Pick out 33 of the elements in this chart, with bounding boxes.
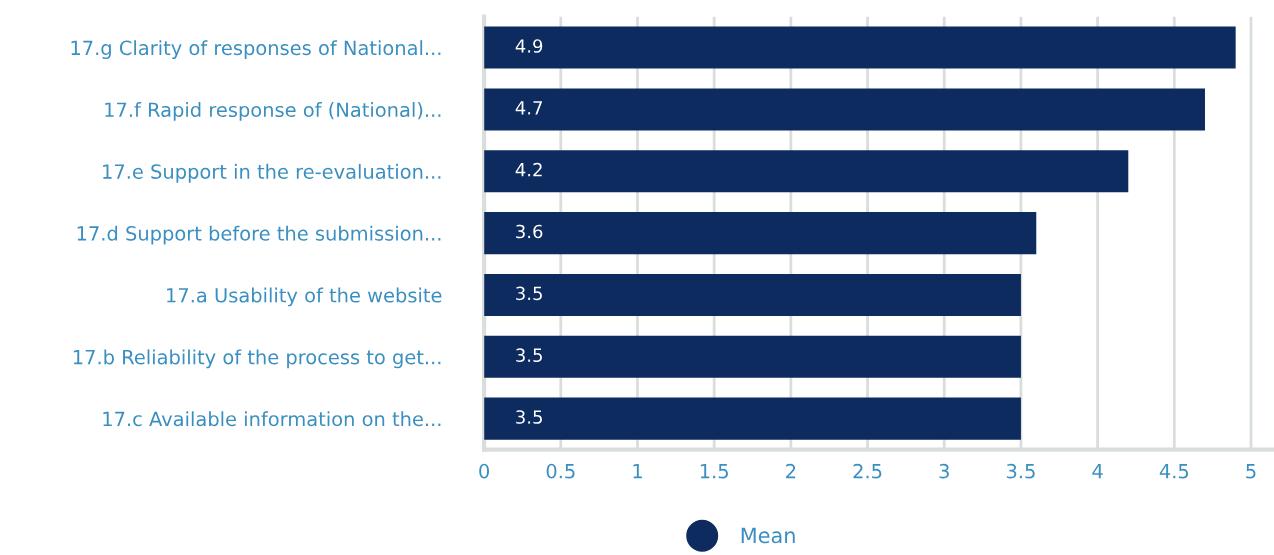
- x-tick-label: 0.5: [546, 463, 575, 479]
- data-label: 4.2: [515, 162, 542, 177]
- y-tick-label: 17.b Reliability of the process to get...: [73, 349, 441, 369]
- bar: [484, 273, 1021, 316]
- x-tick-label: 0: [479, 463, 490, 479]
- x-tick-label: 4: [1092, 464, 1103, 479]
- x-tick-label: 2.5: [853, 463, 882, 479]
- x-tick-label: 3.5: [1006, 463, 1035, 479]
- data-label: 3.5: [516, 348, 542, 363]
- x-tick-label: 3: [939, 463, 949, 479]
- data-label: 4.7: [515, 101, 542, 115]
- data-label: 3.5: [516, 410, 542, 424]
- y-tick-label: 17.g Clarity of responses of National...: [71, 40, 441, 59]
- bar: [484, 212, 1037, 255]
- x-tick-label: 1: [633, 464, 642, 479]
- x-tick-label: 4.5: [1159, 464, 1189, 479]
- legend-label: Mean: [741, 527, 795, 544]
- y-tick-label: 17.d Support before the submission...: [77, 225, 441, 245]
- y-tick-label: 17.e Support in the re-evaluation...: [103, 163, 441, 183]
- y-tick-label: 17.f Rapid response of (National)...: [105, 102, 441, 121]
- bar: [484, 335, 1021, 378]
- x-tick-label: 1.5: [700, 464, 728, 479]
- data-label: 3.5: [516, 286, 542, 301]
- y-tick-label: 17.a Usability of the website: [167, 287, 442, 307]
- x-tick-label: 2: [786, 463, 796, 479]
- bar: [484, 397, 1021, 440]
- bar: [484, 150, 1129, 193]
- y-tick-label: 17.c Available information on the...: [103, 411, 441, 427]
- data-label: 4.9: [515, 39, 543, 53]
- bar: [484, 88, 1205, 131]
- data-label: 3.6: [516, 224, 543, 239]
- x-tick-label: 5: [1246, 464, 1256, 479]
- bar: [484, 26, 1236, 69]
